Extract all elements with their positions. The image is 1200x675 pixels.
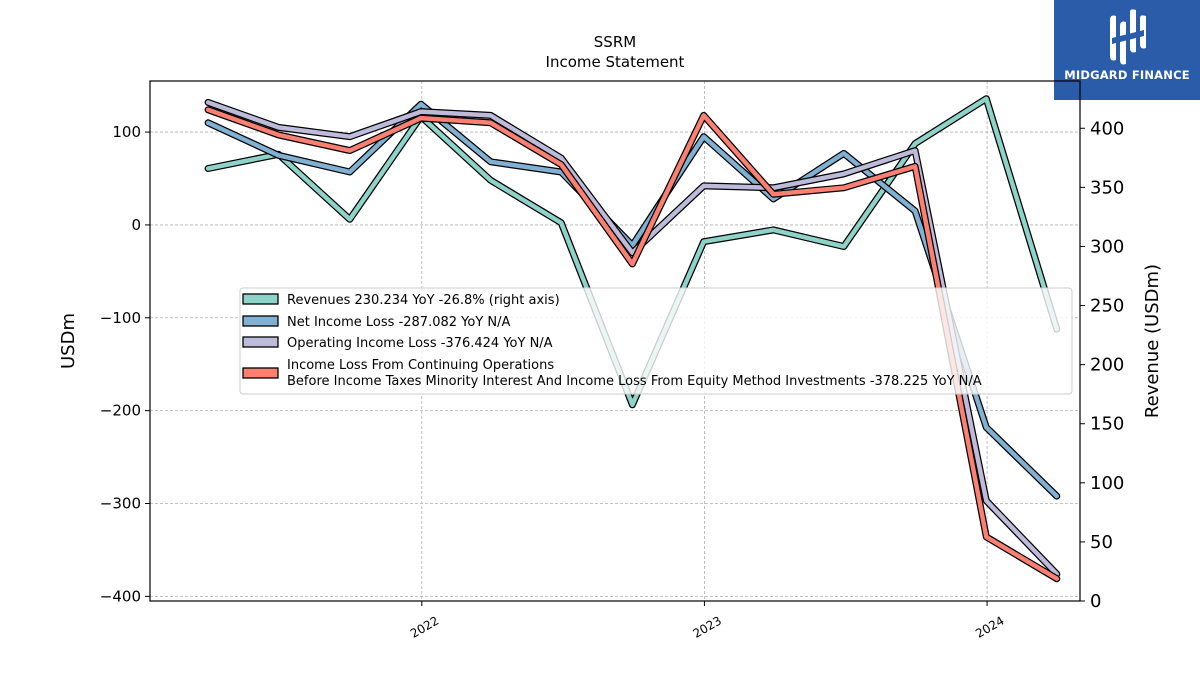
brand-logo: MIDGARD FINANCE (1054, 0, 1200, 100)
legend-swatch-operating-income-loss (242, 336, 279, 348)
left-tick-label: −300 (100, 495, 141, 513)
left-axis: 100 0 −100 −200 −300 −400 (100, 123, 150, 605)
right-tick-label: 150 (1090, 414, 1124, 435)
chart-title: SSRM (594, 33, 636, 51)
right-tick-label: 100 (1090, 473, 1124, 494)
brand-logo-mark-icon (1110, 9, 1146, 65)
y-axis-label-right: Revenue (USDm) (1142, 264, 1163, 418)
right-tick-label: 0 (1090, 591, 1101, 612)
right-tick-label: 50 (1090, 532, 1113, 553)
right-tick-label: 400 (1090, 118, 1124, 139)
brand-name: MIDGARD FINANCE (1064, 68, 1190, 82)
legend-label-operating-income-loss: Operating Income Loss -376.424 YoY N/A (287, 336, 553, 351)
x-axis: 2022 2023 2024 (408, 601, 1007, 641)
right-tick-label: 300 (1090, 236, 1124, 257)
legend-box (239, 287, 1073, 395)
legend-swatch-net-income-loss (242, 315, 279, 327)
x-tick-label: 2024 (973, 613, 1006, 640)
plot-frame (149, 80, 1081, 602)
legend-swatch-income-loss-continuing-ops (242, 367, 279, 379)
legend-swatch-revenues (242, 293, 279, 305)
chart-subtitle: Income Statement (546, 53, 685, 71)
left-tick-label: −400 (100, 587, 141, 605)
legend-label-income-loss-continuing-ops-line2: Before Income Taxes Minority Interest An… (287, 374, 982, 389)
legend: Revenues 230.234 YoY -26.8% (right axis)… (239, 287, 1073, 395)
legend-label-net-income-loss: Net Income Loss -287.082 YoY N/A (287, 315, 510, 330)
y-axis-label: USDm (58, 313, 79, 369)
x-tick-label: 2022 (408, 613, 441, 640)
left-tick-label: −100 (100, 309, 141, 327)
x-tick-label: 2023 (690, 613, 723, 640)
right-tick-label: 200 (1090, 355, 1124, 376)
left-tick-label: 0 (131, 216, 141, 234)
left-tick-label: 100 (112, 123, 141, 141)
right-axis: 400 350 300 250 200 150 100 50 0 (1080, 118, 1124, 612)
legend-label-revenues: Revenues 230.234 YoY -26.8% (right axis) (287, 293, 560, 308)
right-tick-label: 250 (1090, 296, 1124, 317)
series-lines (204, 95, 1061, 583)
legend-label-income-loss-continuing-ops-line1: Income Loss From Continuing Operations (287, 358, 554, 373)
left-tick-label: −200 (100, 402, 141, 420)
right-tick-label: 350 (1090, 177, 1124, 198)
